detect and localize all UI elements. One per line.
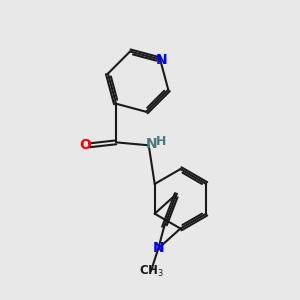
Text: N: N: [156, 52, 167, 67]
Text: O: O: [79, 138, 91, 152]
Text: N: N: [152, 241, 164, 255]
Text: N: N: [146, 137, 158, 151]
Text: H: H: [156, 135, 166, 148]
Text: CH$_3$: CH$_3$: [139, 264, 164, 279]
